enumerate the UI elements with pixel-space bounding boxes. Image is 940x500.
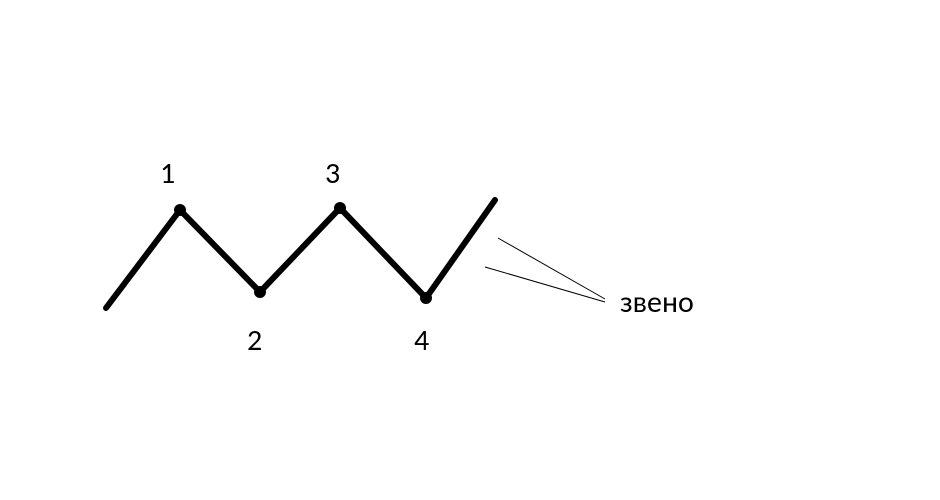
zigzag-polyline bbox=[106, 200, 495, 308]
vertex-point bbox=[334, 202, 346, 214]
vertex-point bbox=[174, 204, 186, 216]
zigzag-diagram bbox=[0, 0, 940, 500]
vertex-point bbox=[420, 292, 432, 304]
arrow-line-1 bbox=[498, 238, 605, 299]
annotation-arrow bbox=[485, 238, 605, 302]
vertex-label: 1 bbox=[160, 155, 175, 192]
arrow-line-2 bbox=[485, 267, 605, 302]
vertex-label: 2 bbox=[247, 322, 262, 359]
vertex-label: 3 bbox=[325, 155, 340, 192]
vertex-label: 4 bbox=[414, 322, 429, 359]
annotation-text: звено bbox=[620, 284, 694, 321]
vertex-point bbox=[254, 286, 266, 298]
vertex-points bbox=[174, 202, 432, 304]
